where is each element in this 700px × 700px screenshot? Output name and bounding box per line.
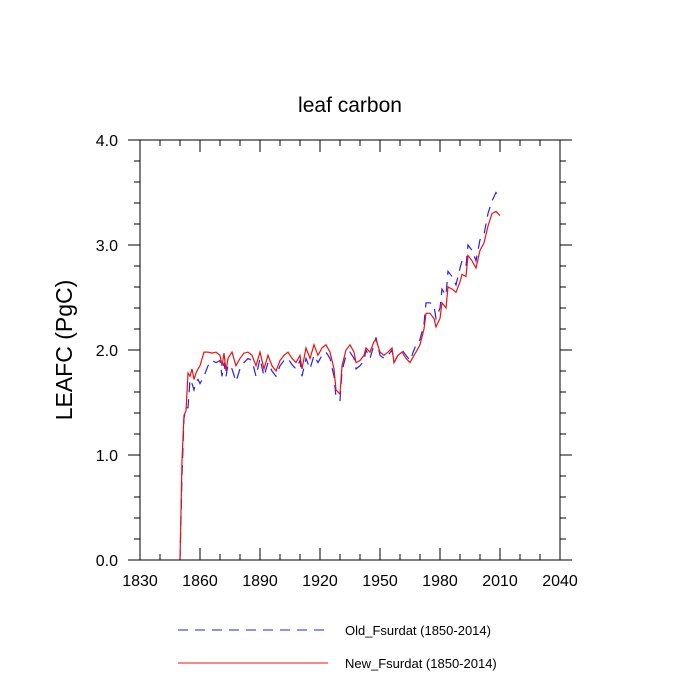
legend: Old_Fsurdat (1850-2014) New_Fsurdat (1850… xyxy=(178,623,497,671)
x-tick-label: 1950 xyxy=(362,573,398,590)
series-line-new-fsurdat xyxy=(179,210,501,561)
x-tick-label: 1830 xyxy=(122,573,158,590)
series-lines xyxy=(179,191,501,561)
x-tick-label: 1860 xyxy=(182,573,218,590)
y-tick-label: 4.0 xyxy=(96,133,118,150)
x-tick-label: 2010 xyxy=(482,573,518,590)
y-tick-label: 3.0 xyxy=(96,238,118,255)
chart-title: leaf carbon xyxy=(298,94,402,117)
y-axis-label: LEAFC (PgC) xyxy=(51,280,77,421)
x-tick-label: 1890 xyxy=(242,573,278,590)
legend-label: New_Fsurdat (1850-2014) xyxy=(345,656,497,671)
x-tick-label: 1980 xyxy=(422,573,458,590)
y-tick-label: 0.0 xyxy=(96,553,118,570)
plot-frame xyxy=(139,139,561,561)
y-tick-label: 2.0 xyxy=(96,343,118,360)
y-tick-label: 1.0 xyxy=(96,448,118,465)
x-tick-label: 2040 xyxy=(542,573,578,590)
x-tick-label: 1920 xyxy=(302,573,338,590)
legend-label: Old_Fsurdat (1850-2014) xyxy=(345,623,491,638)
axis-ticks: 1830 1860 1890 1920 1950 1980 2010 2040 0.0 1.0 2.… xyxy=(96,133,578,590)
series-line-old-fsurdat xyxy=(179,191,501,561)
